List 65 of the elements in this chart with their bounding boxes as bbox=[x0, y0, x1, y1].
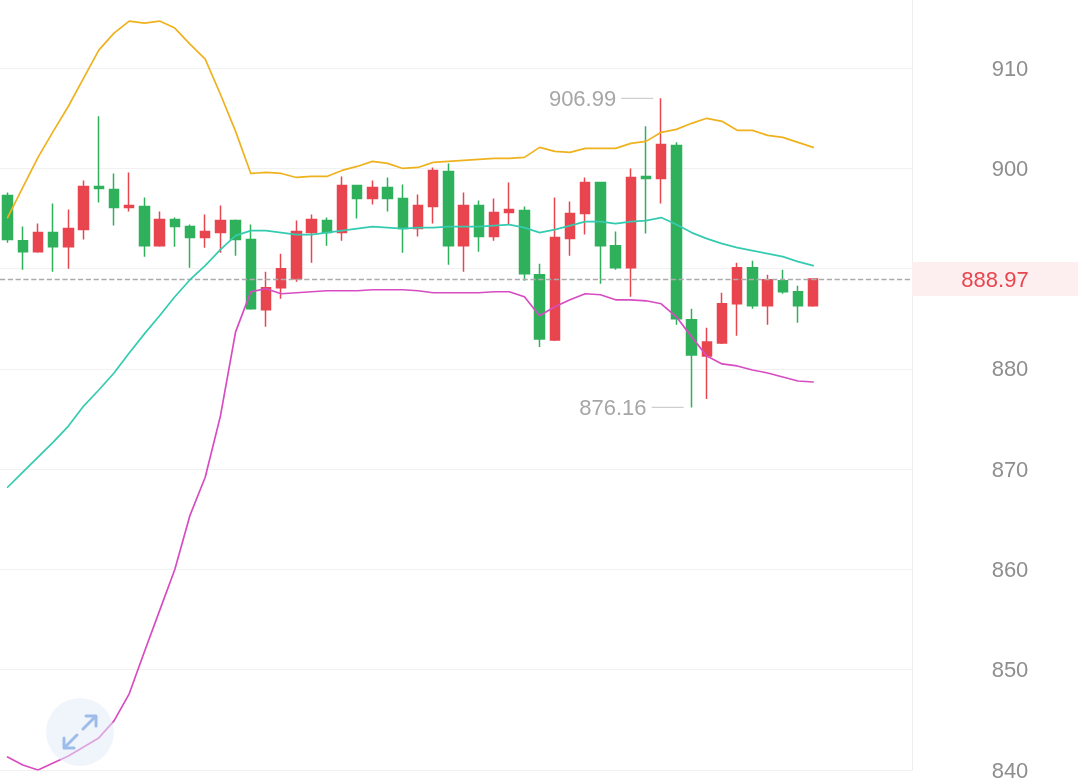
candlestick bbox=[336, 175, 348, 242]
candlestick bbox=[594, 181, 607, 285]
candlestick bbox=[290, 219, 303, 283]
candlestick bbox=[670, 141, 683, 326]
candlestick bbox=[761, 273, 774, 326]
candlestick bbox=[412, 193, 424, 238]
candlestick bbox=[199, 213, 211, 249]
candlestick bbox=[77, 179, 90, 241]
candlestick bbox=[108, 172, 120, 227]
candlestick bbox=[351, 184, 363, 220]
candlestick bbox=[640, 125, 652, 235]
candlestick bbox=[564, 200, 576, 257]
candlestick bbox=[245, 223, 257, 311]
candlestick bbox=[457, 191, 470, 273]
candlestick bbox=[549, 196, 561, 342]
candlestick bbox=[442, 162, 455, 266]
candlestick bbox=[473, 199, 485, 253]
candlestick bbox=[488, 197, 500, 242]
candlestick bbox=[503, 181, 515, 226]
y-tick-label: 870 bbox=[991, 456, 1029, 482]
candlestick bbox=[260, 270, 272, 328]
candlestick bbox=[746, 259, 759, 310]
candlestick bbox=[609, 230, 622, 271]
candlestick bbox=[397, 183, 409, 254]
line-series bbox=[6, 20, 815, 219]
y-tick-label: 900 bbox=[991, 155, 1029, 181]
candlestick bbox=[366, 179, 379, 206]
y-tick-label: 860 bbox=[991, 556, 1029, 582]
annotation: 876.16 bbox=[579, 394, 647, 420]
candlestick bbox=[47, 202, 59, 273]
candlestick bbox=[62, 208, 75, 270]
candlestick bbox=[123, 171, 135, 213]
candlestick bbox=[1, 191, 14, 244]
candlestick bbox=[533, 262, 546, 348]
candlestick bbox=[518, 205, 531, 282]
candlestick bbox=[169, 216, 181, 248]
candlestick bbox=[625, 167, 637, 298]
candlestick bbox=[427, 166, 439, 225]
candlestick bbox=[685, 308, 698, 409]
candlestick bbox=[777, 268, 789, 295]
candlestick bbox=[305, 213, 318, 264]
candlestick bbox=[716, 292, 728, 345]
y-tick-label: 910 bbox=[991, 55, 1029, 81]
candlestick bbox=[807, 277, 819, 308]
candlestick bbox=[93, 115, 105, 204]
annotation: 906.99 bbox=[548, 85, 617, 111]
candlestick bbox=[579, 176, 591, 236]
candlestick bbox=[138, 196, 151, 258]
candlestick bbox=[153, 210, 166, 248]
candlestick bbox=[381, 176, 394, 213]
candlestick bbox=[655, 97, 667, 205]
ref-line-label: 888.97 bbox=[961, 266, 1029, 292]
y-tick-label: 840 bbox=[991, 757, 1029, 782]
line-series bbox=[6, 287, 815, 771]
candlestick bbox=[731, 261, 743, 337]
line-series bbox=[6, 216, 815, 489]
candlestick bbox=[32, 222, 44, 254]
candlestick bbox=[214, 204, 227, 254]
candlestick bbox=[17, 225, 29, 271]
candlestick bbox=[275, 252, 287, 300]
y-tick-label: 850 bbox=[991, 657, 1029, 683]
y-tick-label: 880 bbox=[991, 356, 1029, 382]
candlestick bbox=[184, 223, 196, 269]
candlestick bbox=[701, 327, 713, 400]
candlestick bbox=[792, 284, 804, 324]
